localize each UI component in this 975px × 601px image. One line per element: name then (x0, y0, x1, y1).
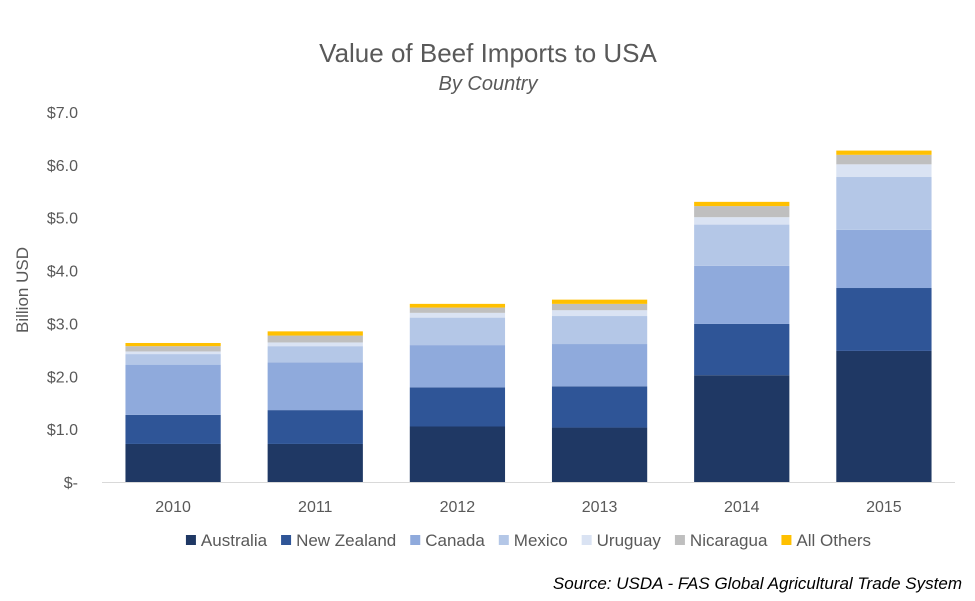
legend-item: Uruguay (581, 531, 662, 550)
bar-segment (694, 217, 790, 225)
bar-segment (125, 443, 221, 482)
legend-swatch (185, 535, 196, 545)
legend-swatch (781, 535, 792, 545)
chart-title: Value of Beef Imports to USA (319, 38, 657, 68)
bar-segment (836, 164, 932, 178)
bar-segment (551, 310, 648, 317)
x-tick-label: 2012 (440, 499, 476, 516)
bar-segment (694, 201, 790, 207)
legend-label: Canada (425, 531, 485, 550)
bar-segment (836, 150, 932, 155)
bar-segment (836, 229, 932, 289)
bar-segment (267, 342, 363, 347)
y-tick-label: $4.0 (47, 264, 78, 281)
bar-segment (409, 312, 506, 318)
legend: Australia New Zealand Canada Mexico Uruguay N… (185, 531, 871, 550)
bar-segment (125, 414, 221, 444)
bar-segment (409, 307, 506, 313)
bar-segment (694, 323, 790, 376)
bar-segment (551, 303, 648, 311)
legend-label: New Zealand (296, 531, 396, 550)
bar-segment (409, 345, 506, 388)
x-tick-label: 2014 (724, 499, 760, 516)
bar-segment (836, 350, 932, 482)
bar-segment (409, 317, 506, 346)
bar-segment (125, 351, 221, 355)
legend-item: Canada (410, 531, 485, 550)
bar-segment (267, 331, 363, 336)
legend-swatch (281, 535, 292, 545)
bar-segment (836, 177, 932, 230)
y-tick-label: $6.0 (47, 158, 78, 175)
legend-item: All Others (781, 531, 871, 550)
bar-segment (694, 265, 790, 324)
bar-segment (267, 362, 363, 411)
bar-segment (551, 386, 648, 428)
y-tick-label: $3.0 (47, 316, 78, 333)
legend-label: All Others (796, 531, 871, 550)
legend-label: Nicaragua (690, 531, 768, 550)
bar-segment (409, 426, 506, 482)
legend-item: Australia (185, 531, 268, 550)
x-tick-label: 2013 (582, 499, 618, 516)
legend-item: Mexico (498, 531, 568, 550)
source-note: Source: USDA - FAS Global Agricultural T… (553, 574, 962, 593)
y-tick-label: $1.0 (47, 422, 78, 439)
bar-segment (125, 364, 221, 415)
legend-item: Nicaragua (674, 531, 768, 550)
legend-swatch (581, 535, 592, 545)
bars (125, 150, 932, 482)
bar-segment (836, 154, 932, 165)
bar-segment (267, 346, 363, 363)
bar-segment (551, 299, 648, 304)
legend-item: New Zealand (281, 531, 396, 550)
bar-segment (125, 354, 221, 365)
bar-segment (836, 288, 932, 351)
bar-segment (125, 342, 221, 347)
y-tick-label: $2.0 (47, 369, 78, 386)
y-axis-title: Billion USD (13, 247, 32, 333)
x-axis-ticks: 2010 2011 2012 2013 2014 2015 (155, 499, 902, 516)
bar-segment (694, 206, 790, 218)
bar-segment (125, 346, 221, 352)
bar-segment (409, 303, 506, 308)
legend-label: Australia (201, 531, 268, 550)
bar-segment (267, 443, 363, 482)
bar-segment (409, 387, 506, 427)
bar-segment (267, 410, 363, 444)
y-axis-ticks: $- $1.0 $2.0 $3.0 $4.0 $5.0 $6.0 $7.0 (47, 105, 78, 492)
x-tick-label: 2011 (298, 499, 333, 516)
bar-segment (551, 316, 648, 345)
x-tick-label: 2010 (155, 499, 191, 516)
y-tick-label: $5.0 (47, 211, 78, 228)
legend-swatch (674, 535, 685, 545)
y-tick-label: $7.0 (47, 105, 78, 122)
bar-segment (551, 344, 648, 387)
legend-swatch (410, 535, 421, 545)
x-tick-label: 2015 (866, 499, 902, 516)
legend-swatch (498, 535, 509, 545)
legend-label: Uruguay (597, 531, 662, 550)
legend-label: Mexico (514, 531, 568, 550)
bar-segment (551, 427, 648, 482)
chart-subtitle: By Country (439, 73, 539, 95)
y-tick-label: $- (64, 475, 78, 492)
bar-segment (694, 224, 790, 266)
bar-segment (694, 375, 790, 482)
bar-segment (267, 335, 363, 343)
